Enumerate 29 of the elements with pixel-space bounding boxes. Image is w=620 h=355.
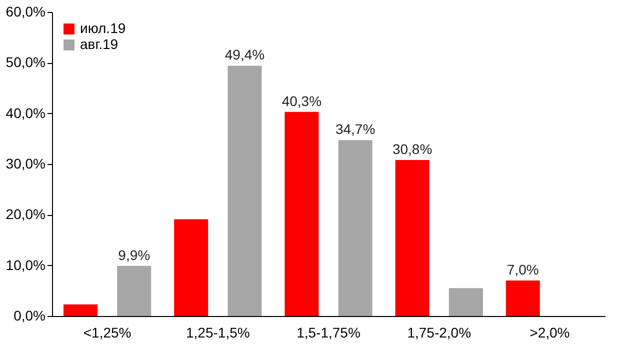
y-tick-label: 0,0% [14,308,46,324]
data-label: 7,0% [506,262,539,278]
bar [395,160,430,316]
y-tick-label: 10,0% [6,256,46,273]
x-tick-label: >2,0% [530,324,570,340]
data-label: 34,7% [335,121,376,138]
y-tick-label: 60,0% [6,4,46,20]
x-tick-label: <1,25% [83,324,132,340]
data-label: 40,3% [282,92,322,109]
legend-label: авг.19 [80,36,118,52]
x-tick-label: 1,5-1,75% [296,324,360,340]
data-label: 49,4% [224,46,265,63]
data-label: 30,8% [392,140,432,157]
legend-label: июл.19 [80,20,126,36]
bar [117,266,152,316]
x-tick-label: 1,75-2,0% [407,324,472,340]
bar [63,304,98,316]
x-tick-label: 1,25-1,5% [186,324,250,340]
data-label: 9,9% [118,246,150,263]
y-tick-label: 20,0% [6,206,46,222]
bar [284,112,319,316]
bar [448,288,483,316]
y-tick-label: 50,0% [6,54,46,70]
y-tick-label: 40,0% [6,104,46,121]
y-tick-label: 30,0% [6,156,46,172]
bar [174,219,208,316]
bar [506,280,540,316]
bar [338,140,372,316]
bar [228,66,262,316]
